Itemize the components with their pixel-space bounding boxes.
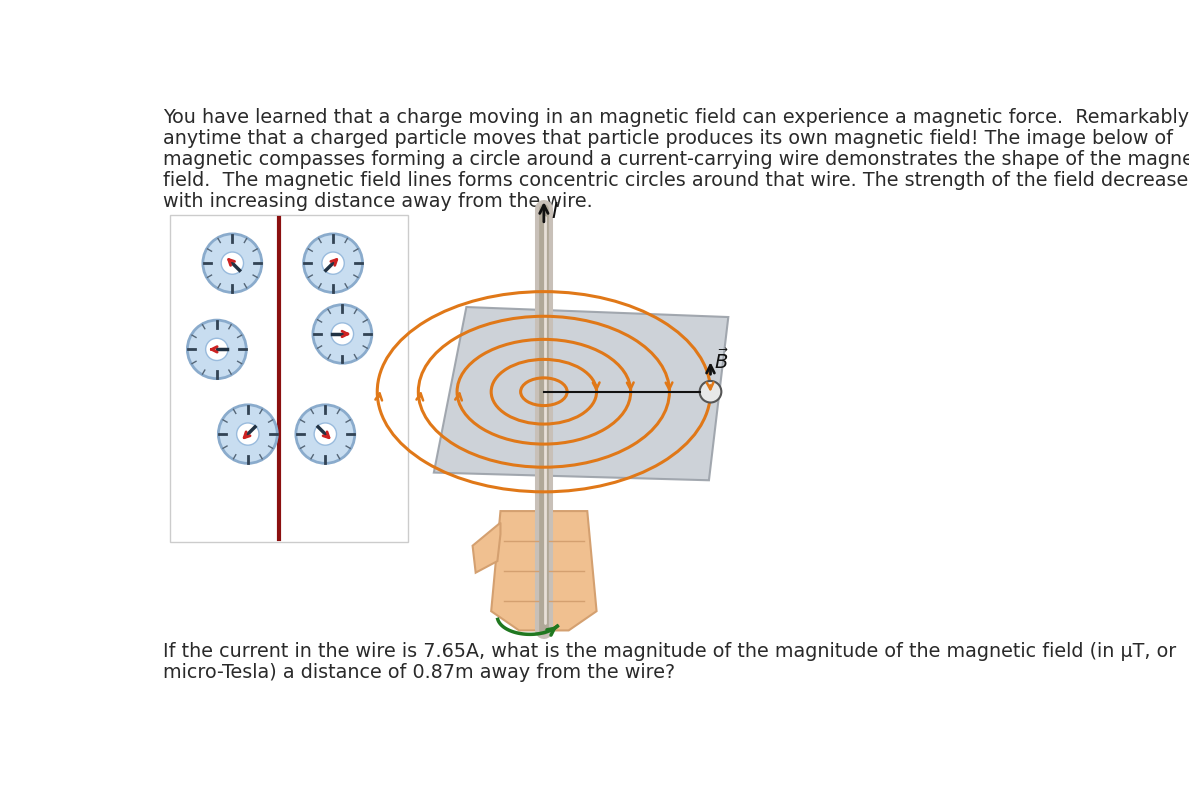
Polygon shape bbox=[434, 307, 729, 480]
Text: $I$: $I$ bbox=[551, 202, 559, 222]
Text: If the current in the wire is 7.65A, what is the magnitude of the magnitude of t: If the current in the wire is 7.65A, wha… bbox=[163, 642, 1176, 661]
Polygon shape bbox=[491, 511, 597, 630]
Circle shape bbox=[221, 252, 244, 274]
Circle shape bbox=[203, 234, 262, 292]
Circle shape bbox=[332, 323, 353, 345]
Circle shape bbox=[313, 305, 372, 363]
Circle shape bbox=[237, 423, 259, 445]
Circle shape bbox=[699, 381, 722, 403]
Text: anytime that a charged particle moves that particle produces its own magnetic fi: anytime that a charged particle moves th… bbox=[163, 129, 1172, 148]
Polygon shape bbox=[472, 522, 501, 572]
Circle shape bbox=[303, 234, 363, 292]
Circle shape bbox=[322, 252, 345, 274]
Text: You have learned that a charge moving in an magnetic field can experience a magn: You have learned that a charge moving in… bbox=[163, 108, 1189, 126]
Text: field.  The magnetic field lines forms concentric circles around that wire. The : field. The magnetic field lines forms co… bbox=[163, 172, 1189, 190]
Circle shape bbox=[219, 405, 277, 464]
Circle shape bbox=[314, 423, 336, 445]
Text: micro-Tesla) a distance of 0.87m away from the wire?: micro-Tesla) a distance of 0.87m away fr… bbox=[163, 663, 674, 682]
Circle shape bbox=[206, 338, 228, 360]
Text: $\vec{B}$: $\vec{B}$ bbox=[715, 349, 729, 373]
Circle shape bbox=[188, 320, 246, 379]
Bar bbox=[170, 214, 408, 542]
Text: magnetic compasses forming a circle around a current-carrying wire demonstrates : magnetic compasses forming a circle arou… bbox=[163, 150, 1189, 169]
Circle shape bbox=[296, 405, 354, 464]
Text: with increasing distance away from the wire.: with increasing distance away from the w… bbox=[163, 192, 592, 211]
